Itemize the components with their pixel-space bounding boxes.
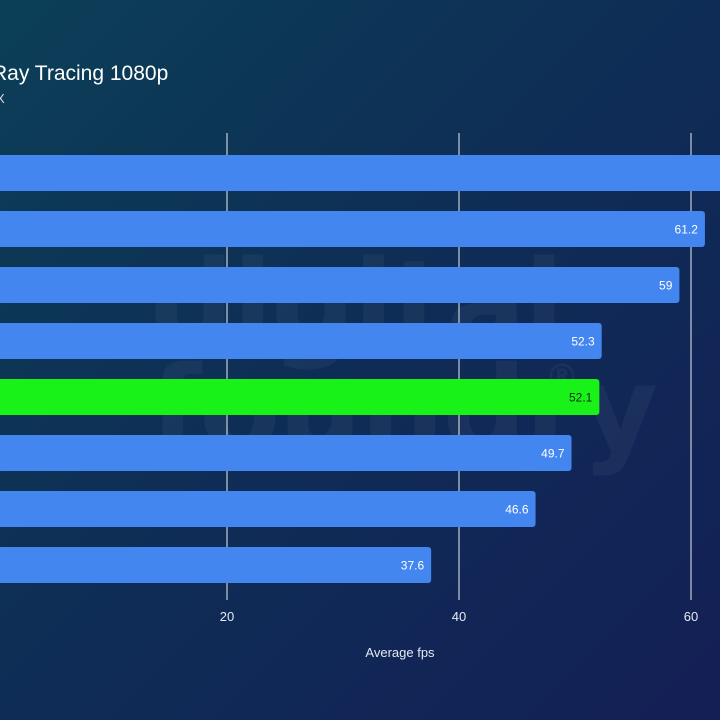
bar: [0, 211, 705, 247]
bar: [0, 491, 536, 527]
bar-highlighted: [0, 379, 600, 415]
bar-value-label: 59: [659, 279, 673, 293]
bar-value-label: 37.6: [401, 559, 425, 573]
chart-title: Ray Tracing 1080p: [0, 62, 168, 85]
x-tick-label: 20: [220, 609, 234, 624]
bars: [0, 155, 720, 583]
x-axis-ticks: 20 40 60: [220, 609, 698, 624]
bar: [0, 435, 572, 471]
x-axis-label: Average fps: [365, 645, 435, 660]
bar-value-label: 49.7: [541, 447, 565, 461]
bar: [0, 155, 720, 191]
gridlines: [226, 133, 692, 600]
bar: [0, 547, 432, 583]
bar-value-label: 61.2: [675, 223, 699, 237]
bar-value-label: 52.3: [571, 335, 595, 349]
bar-value-label: 46.6: [505, 503, 529, 517]
chart-subtitle: X: [0, 91, 5, 106]
x-tick-label: 60: [684, 609, 698, 624]
bar: [0, 267, 680, 303]
x-tick-label: 40: [452, 609, 466, 624]
bar: [0, 323, 602, 359]
bar-value-label: 52.1: [569, 391, 593, 405]
